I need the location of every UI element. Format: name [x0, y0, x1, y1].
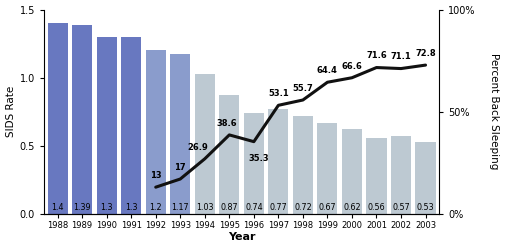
Text: 1.2: 1.2	[149, 203, 162, 212]
Bar	[219, 95, 239, 214]
Text: 38.6: 38.6	[217, 119, 237, 128]
Text: 0.74: 0.74	[245, 203, 263, 212]
Text: 1.4: 1.4	[52, 203, 64, 212]
Text: 35.3: 35.3	[248, 154, 269, 163]
Bar	[121, 37, 141, 214]
Bar	[416, 142, 436, 214]
Text: 1.3: 1.3	[100, 203, 113, 212]
Y-axis label: SIDS Rate: SIDS Rate	[6, 86, 16, 137]
Text: 0.56: 0.56	[368, 203, 385, 212]
Text: 1.3: 1.3	[125, 203, 137, 212]
Bar	[195, 73, 215, 214]
Text: 0.57: 0.57	[392, 203, 410, 212]
Text: 0.62: 0.62	[343, 203, 361, 212]
Text: 53.1: 53.1	[268, 89, 289, 98]
Bar	[268, 109, 288, 214]
Text: 0.72: 0.72	[294, 203, 312, 212]
Text: 17: 17	[174, 163, 186, 172]
Bar	[317, 123, 337, 214]
Text: 0.53: 0.53	[417, 203, 434, 212]
Text: 1.17: 1.17	[171, 203, 189, 212]
Bar	[96, 37, 117, 214]
Text: 64.4: 64.4	[317, 66, 338, 75]
Bar	[47, 23, 68, 214]
Bar	[170, 55, 190, 214]
Bar	[293, 116, 313, 214]
Bar	[367, 137, 386, 214]
Bar	[244, 113, 264, 214]
X-axis label: Year: Year	[228, 232, 256, 243]
Text: 72.8: 72.8	[415, 49, 436, 58]
Bar	[72, 25, 92, 214]
Y-axis label: Percent Back Sleeping: Percent Back Sleeping	[489, 54, 499, 170]
Text: 0.67: 0.67	[319, 203, 336, 212]
Text: 71.6: 71.6	[366, 51, 387, 61]
Text: 71.1: 71.1	[391, 52, 412, 62]
Bar	[391, 136, 411, 214]
Text: 0.87: 0.87	[221, 203, 238, 212]
Text: 55.7: 55.7	[292, 84, 313, 93]
Text: 26.9: 26.9	[187, 143, 208, 152]
Text: 13: 13	[150, 171, 162, 180]
Text: 1.03: 1.03	[196, 203, 214, 212]
Text: 1.39: 1.39	[73, 203, 91, 212]
Bar	[145, 50, 166, 214]
Text: 0.77: 0.77	[270, 203, 287, 212]
Bar	[342, 129, 362, 214]
Text: 66.6: 66.6	[341, 62, 363, 71]
